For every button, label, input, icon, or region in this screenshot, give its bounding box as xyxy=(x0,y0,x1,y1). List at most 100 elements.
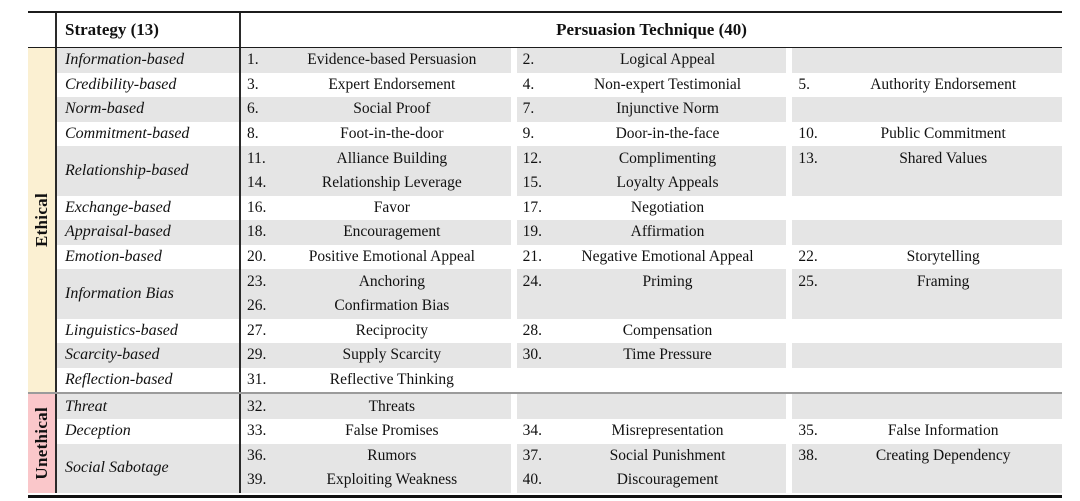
technique-row: 11. Alliance Building 12. Complimenting 13. S… xyxy=(241,146,1063,171)
technique-name: Affirmation xyxy=(630,223,705,241)
technique-number: 14. xyxy=(247,174,267,192)
technique-cell xyxy=(792,220,1063,245)
technique-cell: 7. Injunctive Norm xyxy=(516,97,787,122)
technique-number: 33. xyxy=(247,422,267,440)
technique-cell: 31. Reflective Thinking xyxy=(241,367,511,393)
strategy-name: Information Bias xyxy=(57,269,241,319)
technique-name: Shared Values xyxy=(899,149,988,167)
technique-name: Public Commitment xyxy=(880,125,1006,143)
technique-cell: 22. Storytelling xyxy=(792,244,1063,270)
technique-column-header: Persuasion Technique (40) xyxy=(556,20,747,39)
strategy-name: Information-based xyxy=(57,48,241,73)
technique-name: Favor xyxy=(373,198,410,216)
technique-number: 20. xyxy=(247,248,267,266)
technique-name: Creating Dependency xyxy=(875,446,1011,464)
technique-number: 8. xyxy=(247,125,259,143)
technique-cell: 38. Creating Dependency xyxy=(792,443,1063,469)
strategy-name: Social Sabotage xyxy=(57,443,241,493)
technique-cell xyxy=(792,195,1063,221)
section-label-cell: Ethical xyxy=(28,48,57,393)
technique-row: 23. Anchoring 24. Priming 25. Framing xyxy=(241,269,1063,294)
group-rows: 16. Favor 17. Negotiation xyxy=(241,195,1063,221)
strategy-name: Threat xyxy=(57,394,241,419)
strategy-name: Appraisal-based xyxy=(57,220,241,245)
technique-cell: 29. Supply Scarcity xyxy=(241,343,511,368)
technique-cell xyxy=(792,468,1063,493)
technique-number: 1. xyxy=(247,51,259,69)
technique-row: 6. Social Proof 7. Injunctive Norm xyxy=(241,97,1063,122)
technique-number: 10. xyxy=(798,125,818,143)
group-rows: 36. Rumors 37. Social Punishment 38. Creating… xyxy=(241,443,1063,493)
technique-name: Reciprocity xyxy=(355,321,428,339)
technique-number: 19. xyxy=(522,223,543,241)
strategy-group: Information Bias 23. Anchoring 24. Priming 25… xyxy=(57,269,1063,319)
strategy-group: Scarcity-based 29. Supply Scarcity 30. Time … xyxy=(57,343,1063,368)
section-groups: Information-based 1. Evidence-based Persua… xyxy=(57,48,1063,393)
technique-row: 31. Reflective Thinking xyxy=(241,367,1063,393)
group-rows: 33. False Promises 34. Misrepresentation 35.… xyxy=(241,418,1063,444)
technique-number: 15. xyxy=(522,174,543,192)
group-rows: 3. Expert Endorsement 4. Non-expert Testimo… xyxy=(241,72,1063,98)
strategy-group: Linguistics-based 27. Reciprocity 28. Compen… xyxy=(57,318,1063,344)
technique-name: Expert Endorsement xyxy=(328,75,456,93)
strategy-group: Exchange-based 16. Favor 17. Negotiation xyxy=(57,195,1063,221)
strategy-name: Emotion-based xyxy=(57,244,241,270)
strategy-group: Deception 33. False Promises 34. Misrepresen… xyxy=(57,418,1063,444)
table-header-row: Strategy (13) Persuasion Technique (40) xyxy=(28,13,1062,47)
technique-cell: 1. Evidence-based Persuasion xyxy=(241,48,511,73)
header-separator-line xyxy=(28,47,1062,48)
technique-number: 39. xyxy=(247,471,267,489)
technique-row: 36. Rumors 37. Social Punishment 38. Creating… xyxy=(241,443,1063,469)
technique-name: Complimenting xyxy=(618,149,717,167)
technique-cell: 18. Encouragement xyxy=(241,220,511,245)
technique-name: Evidence-based Persuasion xyxy=(307,51,477,69)
technique-row: 20. Positive Emotional Appeal 21. Negative … xyxy=(241,244,1063,270)
technique-cell: 11. Alliance Building xyxy=(241,146,511,171)
technique-cell xyxy=(516,367,787,393)
technique-number: 36. xyxy=(247,446,267,464)
technique-row: 27. Reciprocity 28. Compensation xyxy=(241,318,1063,344)
technique-name: Positive Emotional Appeal xyxy=(308,248,475,266)
technique-cell: 9. Door-in-the-face xyxy=(516,121,787,147)
technique-cell: 35. False Information xyxy=(792,418,1063,444)
technique-cell: 19. Affirmation xyxy=(516,220,787,245)
technique-cell xyxy=(792,48,1063,73)
technique-number: 26. xyxy=(247,297,267,315)
strategy-group: Information-based 1. Evidence-based Persua… xyxy=(57,48,1063,73)
technique-cell xyxy=(792,318,1063,344)
technique-cell: 36. Rumors xyxy=(241,443,511,469)
technique-cell xyxy=(516,293,787,319)
technique-cell: 37. Social Punishment xyxy=(516,443,787,469)
technique-number: 23. xyxy=(247,272,267,290)
technique-number: 5. xyxy=(798,75,810,93)
technique-cell: 5. Authority Endorsement xyxy=(792,72,1063,98)
technique-name: Exploiting Weakness xyxy=(326,471,458,489)
strategy-group: Norm-based 6. Social Proof 7. Injunctive Nor… xyxy=(57,97,1063,122)
technique-number: 6. xyxy=(247,100,259,118)
technique-name: Negotiation xyxy=(630,198,705,216)
strategy-name: Norm-based xyxy=(57,97,241,122)
technique-number: 25. xyxy=(798,272,818,290)
technique-number: 2. xyxy=(522,51,535,69)
technique-name: False Promises xyxy=(345,422,439,440)
section-groups: Threat 32. Threats Deception 33. False Promis… xyxy=(57,394,1063,493)
technique-name: Priming xyxy=(642,272,693,290)
technique-cell: 10. Public Commitment xyxy=(792,121,1063,147)
group-rows: 27. Reciprocity 28. Compensation xyxy=(241,318,1063,344)
table-bottom-border xyxy=(28,494,1062,498)
technique-cell: 3. Expert Endorsement xyxy=(241,72,511,98)
strategy-name: Reflection-based xyxy=(57,367,241,393)
strategy-group: Relationship-based 11. Alliance Building 12… xyxy=(57,146,1063,196)
technique-cell: 20. Positive Emotional Appeal xyxy=(241,244,511,270)
group-rows: 18. Encouragement 19. Affirmation xyxy=(241,220,1063,245)
technique-number: 7. xyxy=(522,100,535,118)
technique-name: Storytelling xyxy=(906,248,980,266)
group-rows: 23. Anchoring 24. Priming 25. Framing 26. Confi… xyxy=(241,269,1063,319)
technique-cell: 21. Negative Emotional Appeal xyxy=(516,244,787,270)
technique-cell: 39. Exploiting Weakness xyxy=(241,468,511,493)
technique-cell: 28. Compensation xyxy=(516,318,787,344)
technique-name: Injunctive Norm xyxy=(616,100,719,118)
group-rows: 6. Social Proof 7. Injunctive Norm xyxy=(241,97,1063,122)
technique-number: 13. xyxy=(798,149,818,167)
